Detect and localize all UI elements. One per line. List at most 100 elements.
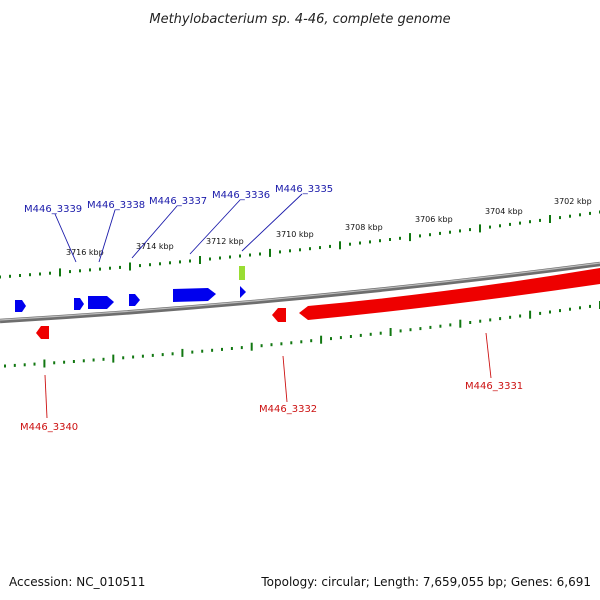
lower-scale-minor-tick bbox=[72, 360, 75, 363]
lower-scale-minor-tick bbox=[519, 314, 522, 318]
lower-scale-major-tick bbox=[43, 359, 46, 368]
lower-scale-minor-tick bbox=[260, 344, 263, 348]
upper-scale-minor-tick bbox=[309, 247, 311, 251]
lower-scale-minor-tick bbox=[399, 329, 402, 333]
lower-scale-minor-tick bbox=[559, 309, 561, 313]
scale-label-3704: 3704 kbp bbox=[485, 207, 523, 216]
upper-scale-minor-tick bbox=[119, 265, 121, 269]
lower-scale-minor-tick bbox=[449, 323, 452, 327]
scale-label-3710: 3710 kbp bbox=[276, 230, 314, 239]
lower-scale-minor-tick bbox=[141, 354, 144, 358]
lower-scale-minor-tick bbox=[300, 340, 303, 344]
upper-scale-minor-tick bbox=[539, 218, 541, 222]
upper-scale-minor-tick bbox=[0, 275, 1, 279]
lower-scale-major-tick bbox=[459, 319, 462, 328]
lower-scale-minor-tick bbox=[579, 306, 581, 310]
lower-scale-minor-tick bbox=[469, 321, 472, 324]
gene-m446-3338-arrow bbox=[74, 298, 84, 310]
upper-scale-minor-tick bbox=[449, 230, 451, 234]
upper-scale-major-tick bbox=[269, 248, 271, 257]
upper-scale-minor-tick bbox=[419, 234, 421, 238]
lower-scale-minor-tick bbox=[102, 357, 105, 361]
upper-scale-minor-tick bbox=[289, 249, 291, 253]
upper-scale-minor-tick bbox=[509, 222, 511, 226]
upper-scale-minor-tick bbox=[219, 256, 221, 260]
lower-scale-minor-tick bbox=[171, 352, 174, 356]
lower-scale-minor-tick bbox=[310, 339, 313, 343]
highlight-feature bbox=[239, 266, 245, 280]
upper-scale-minor-tick bbox=[369, 240, 371, 244]
upper-scale-major-tick bbox=[199, 256, 201, 264]
upper-scale-minor-tick bbox=[19, 274, 21, 277]
forward-leader-lines bbox=[54, 193, 303, 263]
upper-scale-minor-tick bbox=[229, 255, 231, 259]
accession-text: Accession: NC_010511 bbox=[9, 575, 145, 589]
lower-scale-minor-tick bbox=[132, 355, 135, 359]
gene-small-forward-arrow bbox=[240, 286, 246, 298]
lower-scale-minor-tick bbox=[33, 362, 36, 366]
upper-scale-major-tick bbox=[339, 241, 341, 250]
upper-scale-minor-tick bbox=[389, 238, 391, 241]
lower-scale-minor-tick bbox=[349, 335, 352, 338]
lower-scale-minor-tick bbox=[429, 325, 432, 329]
upper-scale-major-tick bbox=[479, 224, 481, 233]
lower-scale-minor-tick bbox=[330, 337, 332, 341]
upper-scale-minor-tick bbox=[109, 266, 111, 270]
lower-scale-minor-tick bbox=[549, 310, 551, 314]
upper-scale-minor-tick bbox=[349, 242, 351, 246]
upper-scale-minor-tick bbox=[249, 253, 251, 257]
gene-m446-3337-arrow bbox=[88, 296, 114, 309]
upper-scale-minor-tick bbox=[429, 233, 431, 237]
lower-scale-minor-tick bbox=[211, 348, 214, 352]
gene-label-m446-3337: M446_3337 bbox=[149, 196, 207, 207]
upper-scale-minor-tick bbox=[149, 263, 151, 267]
genome-summary-text: Topology: circular; Length: 7,659,055 bp… bbox=[260, 575, 591, 589]
upper-scale-track bbox=[0, 210, 600, 279]
upper-scale-minor-tick bbox=[489, 225, 491, 229]
lower-scale-minor-tick bbox=[201, 349, 204, 353]
upper-scale-major-tick bbox=[549, 215, 551, 223]
upper-scale-minor-tick bbox=[159, 262, 161, 266]
upper-scale-minor-tick bbox=[559, 216, 561, 220]
upper-scale-minor-tick bbox=[139, 264, 141, 268]
lower-scale-minor-tick bbox=[280, 342, 283, 346]
lower-scale-minor-tick bbox=[230, 347, 233, 350]
scale-label-3708: 3708 kbp bbox=[345, 223, 383, 232]
upper-scale-minor-tick bbox=[399, 236, 401, 240]
gene-m446-3339-arrow bbox=[15, 300, 26, 312]
upper-scale-minor-tick bbox=[499, 224, 501, 228]
lower-scale-minor-tick bbox=[509, 315, 512, 319]
upper-scale-major-tick bbox=[409, 233, 411, 242]
lower-scale-minor-tick bbox=[53, 361, 56, 365]
lower-scale-minor-tick bbox=[92, 358, 95, 362]
scale-label-3706: 3706 kbp bbox=[415, 215, 453, 224]
upper-scale-minor-tick bbox=[49, 271, 51, 275]
lower-scale-minor-tick bbox=[589, 304, 591, 308]
upper-scale-minor-tick bbox=[379, 239, 381, 243]
lower-scale-minor-tick bbox=[419, 327, 422, 331]
upper-scale-major-tick bbox=[59, 268, 61, 277]
lower-scale-major-tick bbox=[250, 342, 253, 351]
upper-scale-minor-tick bbox=[169, 261, 171, 265]
gene-m446-3331-arrow bbox=[299, 268, 600, 320]
gene-label-m446-3338: M446_3338 bbox=[87, 200, 145, 211]
upper-scale-minor-tick bbox=[39, 272, 41, 276]
genome-title: Methylobacterium sp. 4-46, complete geno… bbox=[149, 12, 450, 27]
genome-backbone bbox=[0, 261, 600, 324]
upper-scale-minor-tick bbox=[189, 259, 191, 263]
lower-scale-minor-tick bbox=[290, 341, 293, 345]
lower-scale-minor-tick bbox=[489, 318, 492, 322]
gene-label-m446-3336: M446_3336 bbox=[212, 190, 270, 201]
gene-m446-3340-arrow bbox=[36, 326, 49, 339]
lower-scale-minor-tick bbox=[13, 363, 16, 367]
lower-scale-minor-tick bbox=[369, 332, 372, 336]
scale-label-3712: 3712 kbp bbox=[206, 237, 244, 246]
gene-m446-3335-arrow bbox=[173, 288, 216, 302]
upper-scale-minor-tick bbox=[239, 254, 241, 258]
upper-scale-minor-tick bbox=[69, 270, 71, 274]
lower-scale-minor-tick bbox=[569, 307, 571, 311]
lower-scale-major-tick bbox=[181, 348, 184, 357]
reverse-leader-lines bbox=[44, 332, 492, 419]
upper-scale-minor-tick bbox=[459, 229, 461, 233]
